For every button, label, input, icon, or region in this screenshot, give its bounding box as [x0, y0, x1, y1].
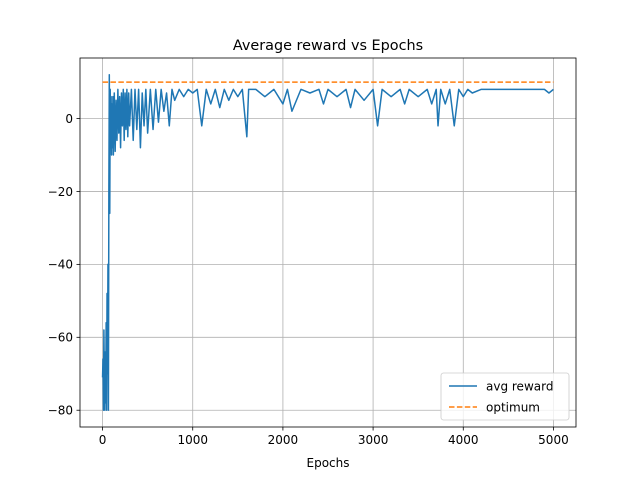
x-tick-label: 1000 [177, 433, 208, 447]
x-tick-label: 4000 [448, 433, 479, 447]
plot-data [101, 74, 554, 411]
y-tick-label: −60 [48, 331, 73, 345]
x-tick-label: 3000 [358, 433, 389, 447]
x-axis-label: Epochs [307, 456, 350, 470]
plot-frame [79, 57, 577, 428]
chart-title: Average reward vs Epochs [233, 38, 423, 54]
x-tick-label: 0 [99, 433, 107, 447]
y-tick-label: 0 [65, 112, 73, 126]
legend-box [440, 372, 570, 421]
legend: avg reward optimum [440, 372, 570, 421]
y-tick-label: −40 [48, 258, 73, 272]
y-tick-label: −80 [48, 404, 73, 418]
legend-label-optimum: optimum [486, 400, 540, 414]
y-tick-label: −20 [48, 185, 73, 199]
series-line-avg-reward [101, 74, 554, 411]
legend-label-avg-reward: avg reward [486, 379, 553, 393]
x-tick-label: 5000 [538, 433, 569, 447]
axis-ticks: 0 1000 2000 3000 4000 5000 0 −20 −40 −60 −80 [48, 112, 569, 447]
x-tick-label: 2000 [268, 433, 299, 447]
